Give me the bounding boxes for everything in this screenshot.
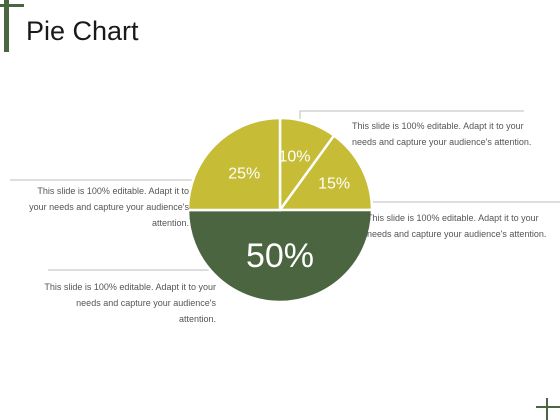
pie-label-15: 15%	[318, 176, 350, 193]
callout-slice-50: This slide is 100% editable. Adapt it to…	[40, 279, 216, 327]
pie-label-50: 50%	[246, 237, 314, 275]
callout-slice-10: This slide is 100% editable. Adapt it to…	[352, 118, 532, 150]
pie-slice-25	[188, 118, 280, 210]
pie-label-25: 25%	[228, 165, 260, 182]
leader-line-15	[348, 202, 560, 204]
pie-label-10: 10%	[278, 148, 310, 165]
callout-slice-25: This slide is 100% editable. Adapt it to…	[22, 183, 189, 231]
callout-slice-15: This slide is 100% editable. Adapt it to…	[367, 210, 547, 242]
